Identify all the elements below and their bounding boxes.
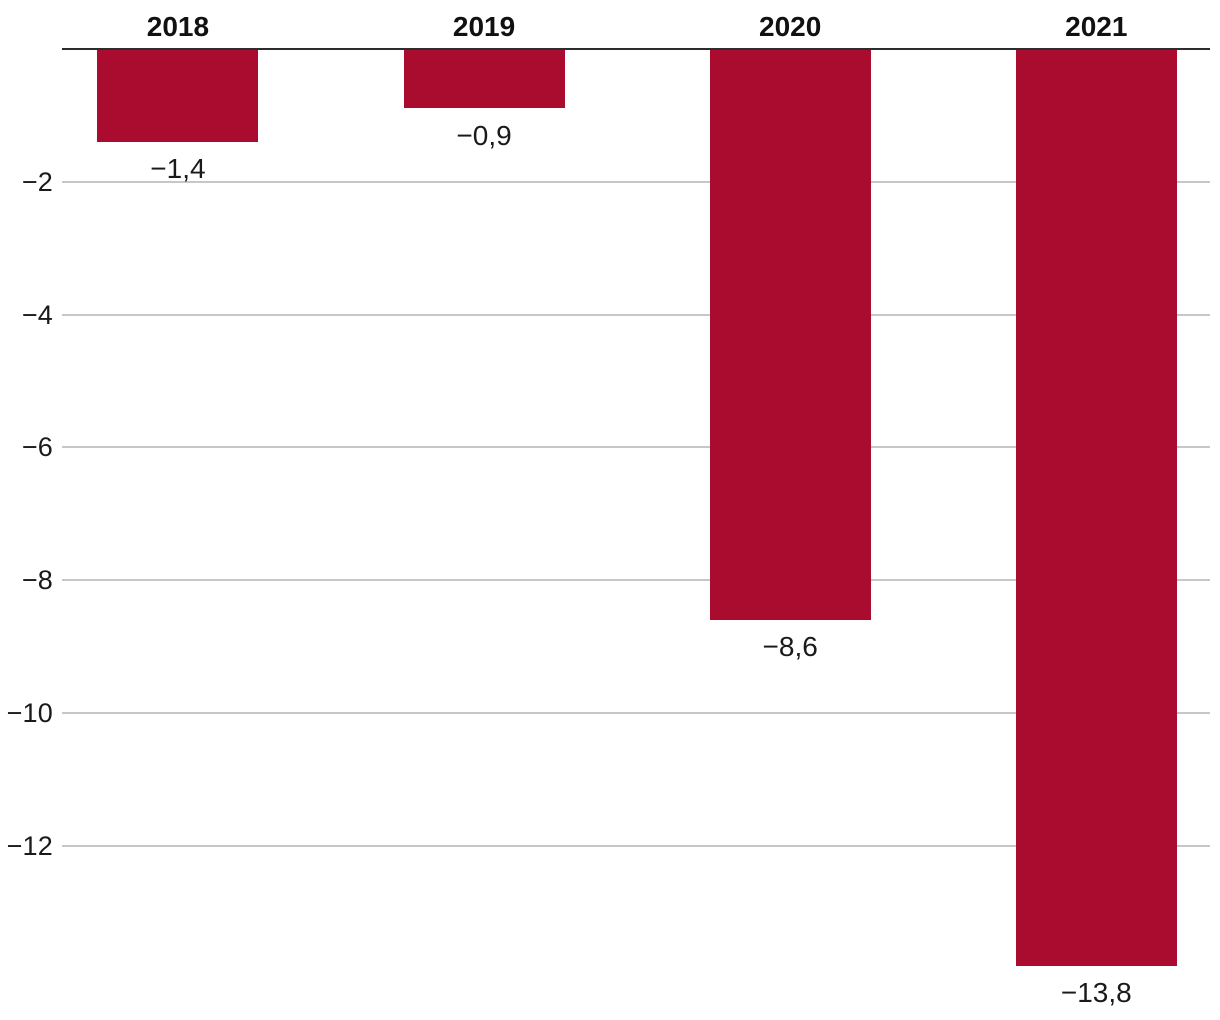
y-axis-tick-label: −6 bbox=[21, 432, 53, 463]
gridline-y-8 bbox=[62, 579, 1210, 582]
y-axis-tick-label: −12 bbox=[6, 831, 53, 862]
gridline-y-12 bbox=[62, 845, 1210, 848]
category-label-2020: 2020 bbox=[759, 11, 822, 42]
value-label-2018: −1,4 bbox=[150, 152, 206, 184]
y-axis-tick-label: −10 bbox=[6, 698, 53, 729]
zero-baseline bbox=[62, 47, 1210, 51]
value-label-2019: −0,9 bbox=[456, 119, 512, 151]
value-label-2020: −8,6 bbox=[762, 631, 818, 663]
bar-2018 bbox=[97, 48, 259, 142]
category-label-2018: 2018 bbox=[146, 11, 210, 42]
y-axis-tick-label: −4 bbox=[21, 299, 53, 330]
gridline-y-10 bbox=[62, 712, 1210, 715]
gridline-y-2 bbox=[62, 180, 1210, 183]
bar-2020 bbox=[709, 48, 871, 621]
gridline-y-4 bbox=[62, 313, 1210, 316]
bar-2021 bbox=[1015, 48, 1177, 966]
y-axis-tick-label: −8 bbox=[21, 565, 53, 596]
category-label-2019: 2019 bbox=[452, 11, 516, 42]
value-label-2021: −13,8 bbox=[1060, 976, 1132, 1008]
y-axis-tick-label: −2 bbox=[21, 166, 53, 197]
category-label-2021: 2021 bbox=[1065, 11, 1128, 42]
gridline-y-6 bbox=[62, 446, 1210, 449]
bar-2019 bbox=[403, 48, 565, 109]
